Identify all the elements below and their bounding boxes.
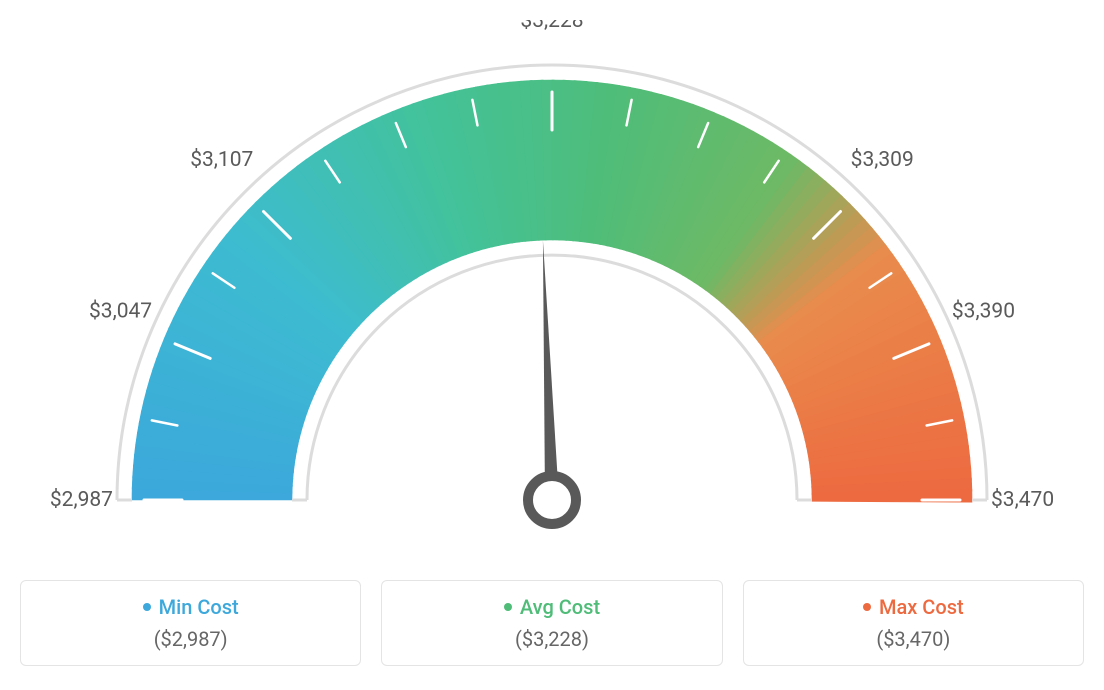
gauge-tick-label: $3,470 [991,488,1054,512]
gauge-area: $2,987 $3,047 $3,107 $3,228 $3,309 $3,390 $3,4… [20,20,1084,580]
min-value: ($2,987) [37,627,344,651]
min-dot-icon [143,603,151,611]
avg-dot-icon [504,603,512,611]
min-label: Min Cost [159,595,239,619]
summary-cards: Min Cost ($2,987) Avg Cost ($3,228) Max … [20,580,1084,666]
max-value: ($3,470) [760,627,1067,651]
avg-label: Avg Cost [520,595,600,619]
gauge-tick-label: $3,107 [190,148,253,172]
min-cost-card: Min Cost ($2,987) [20,580,361,666]
gauge-svg: $2,987 $3,047 $3,107 $3,228 $3,309 $3,390 $3,4… [20,20,1084,580]
gauge-tick-label: $3,228 [520,20,583,33]
avg-cost-card: Avg Cost ($3,228) [381,580,722,666]
avg-value: ($3,228) [398,627,705,651]
gauge-tick-label: $3,390 [952,299,1015,323]
gauge-tick-label: $2,987 [50,488,113,512]
max-dot-icon [863,603,871,611]
cost-gauge-chart: $2,987 $3,047 $3,107 $3,228 $3,309 $3,390 $3,4… [20,20,1084,666]
gauge-tick-label: $3,309 [851,148,914,172]
gauge-tick-label: $3,047 [89,299,152,323]
max-cost-card: Max Cost ($3,470) [743,580,1084,666]
max-label: Max Cost [879,595,964,619]
